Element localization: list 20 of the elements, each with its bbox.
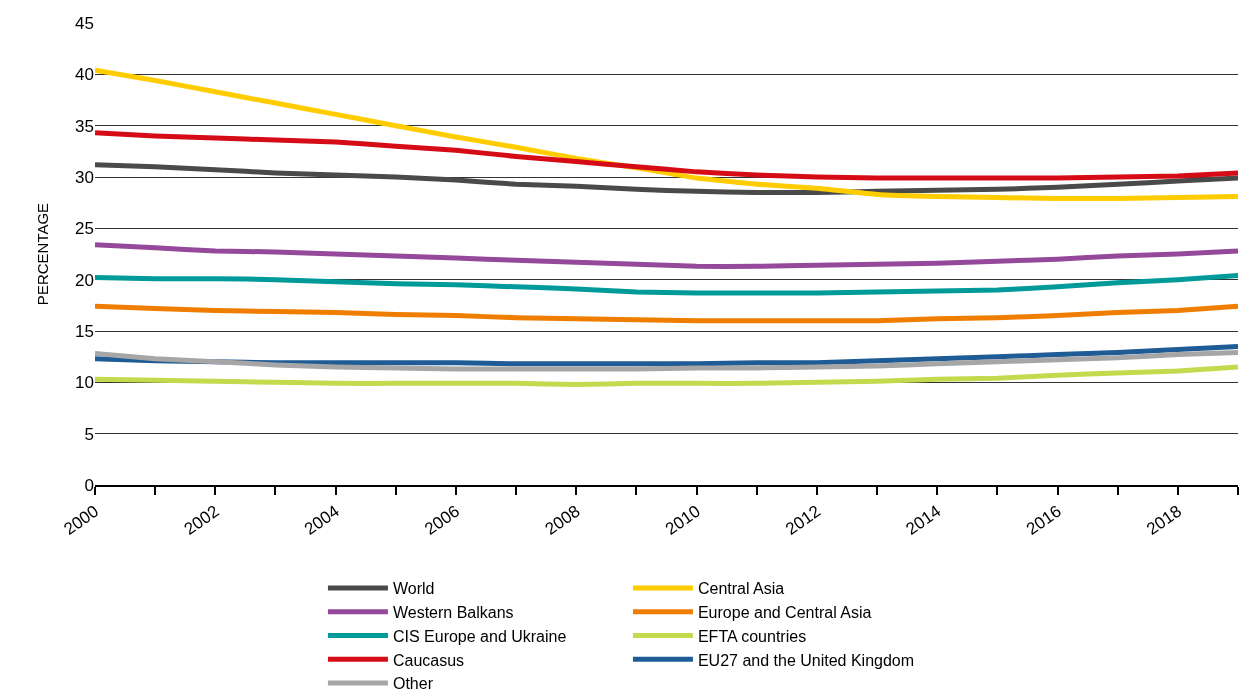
legend-label: Europe and Central Asia [697, 603, 872, 621]
y-axis-title: PERCENTAGE [34, 202, 52, 306]
legend-label: EU27 and the United Kingdom [697, 651, 915, 669]
legend-label: World [392, 580, 435, 598]
y-tick-label: 40 [75, 65, 94, 85]
legend-label: Other [392, 675, 434, 693]
legend-label: Caucasus [392, 651, 465, 669]
y-tick-label: 15 [75, 321, 94, 341]
y-tick-label: 20 [75, 270, 94, 290]
legend-label: EFTA countries [697, 627, 807, 645]
y-tick-label: 5 [84, 424, 94, 444]
legend-label: Central Asia [697, 580, 785, 598]
y-tick-label: 10 [75, 373, 94, 393]
y-tick-label: 25 [75, 219, 94, 239]
y-tick-label: 30 [75, 167, 94, 187]
legend-label: CIS Europe and Ukraine [392, 627, 567, 645]
y-tick-label: 45 [75, 13, 94, 33]
y-tick-label: 35 [75, 116, 94, 136]
legend-label: Western Balkans [392, 603, 514, 621]
y-tick-label: 0 [84, 475, 94, 495]
